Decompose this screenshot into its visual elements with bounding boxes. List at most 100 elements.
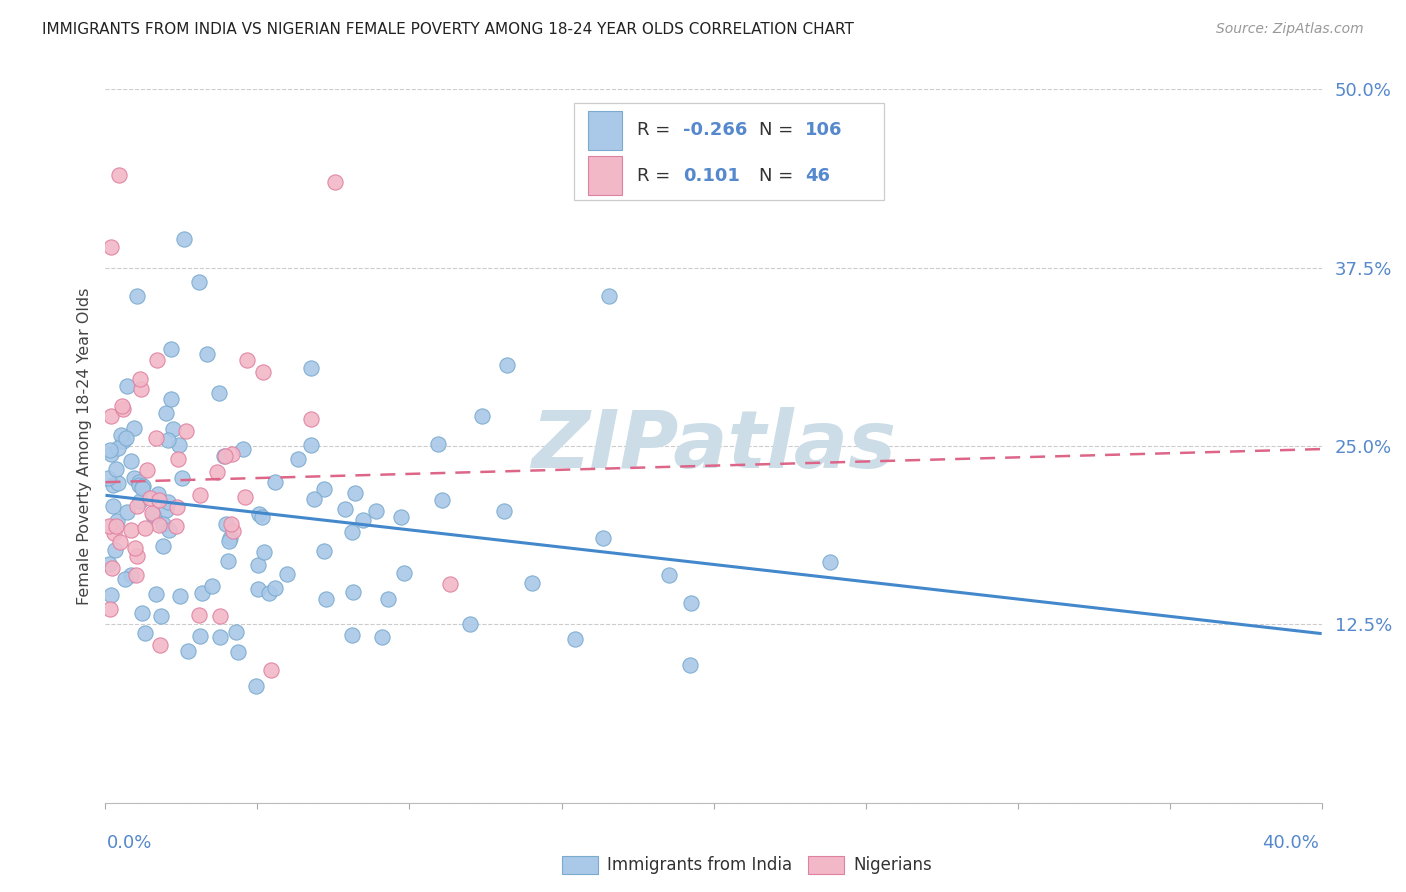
Point: [166, 500, 188, 515]
Point: [253, 545, 276, 559]
Point: [201, 579, 224, 593]
Y-axis label: Female Poverty Among 18-24 Year Olds: Female Poverty Among 18-24 Year Olds: [76, 287, 91, 605]
Point: [100, 240, 122, 254]
Point: [221, 447, 243, 461]
Point: [340, 524, 363, 539]
Point: [131, 478, 153, 492]
Point: [371, 630, 394, 644]
Point: [125, 499, 148, 513]
Point: [212, 450, 235, 464]
Point: [678, 658, 700, 673]
Text: 40.0%: 40.0%: [1263, 834, 1319, 852]
Point: [148, 487, 170, 501]
Point: [128, 372, 150, 386]
Point: [152, 516, 174, 531]
Point: [115, 378, 138, 392]
Point: [170, 471, 193, 485]
Point: [252, 365, 274, 379]
Point: [222, 524, 245, 539]
Point: [104, 542, 127, 557]
Point: [120, 567, 142, 582]
Point: [217, 554, 239, 568]
Point: [120, 454, 142, 468]
Point: [219, 517, 242, 532]
Point: [215, 517, 238, 532]
Point: [250, 510, 273, 524]
Point: [155, 406, 177, 420]
Point: [167, 438, 190, 452]
Point: [112, 401, 135, 416]
Point: [225, 625, 247, 640]
Point: [299, 412, 322, 426]
Point: [115, 505, 138, 519]
Point: [342, 584, 364, 599]
Point: [160, 392, 183, 407]
Point: [188, 607, 211, 622]
Point: [157, 523, 180, 537]
Point: [188, 629, 211, 643]
Point: [135, 462, 157, 476]
Point: [100, 560, 122, 574]
Point: [131, 606, 153, 620]
FancyBboxPatch shape: [588, 111, 623, 150]
Point: [97, 519, 120, 533]
Point: [264, 582, 287, 596]
Point: [323, 175, 346, 189]
Point: [134, 521, 156, 535]
Point: [658, 567, 681, 582]
Point: [377, 591, 399, 606]
Point: [430, 493, 453, 508]
Text: -0.266: -0.266: [683, 121, 748, 139]
Point: [156, 434, 179, 448]
Point: [105, 514, 128, 528]
FancyBboxPatch shape: [574, 103, 884, 200]
Point: [176, 424, 198, 438]
Point: [333, 501, 356, 516]
Point: [100, 446, 122, 460]
Point: [460, 616, 482, 631]
Point: [107, 476, 129, 491]
Point: [247, 507, 270, 521]
Point: [166, 451, 188, 466]
Point: [818, 555, 841, 569]
Point: [124, 568, 146, 582]
Point: [233, 490, 256, 504]
Point: [107, 442, 129, 456]
Point: [166, 518, 188, 533]
Text: ZIPatlas: ZIPatlas: [531, 407, 896, 485]
Point: [299, 438, 322, 452]
Point: [218, 533, 240, 548]
Point: [315, 592, 337, 607]
Point: [352, 512, 374, 526]
Point: [245, 679, 267, 693]
Point: [145, 431, 167, 445]
Point: [191, 586, 214, 600]
Point: [111, 434, 134, 448]
Text: Source: ZipAtlas.com: Source: ZipAtlas.com: [1216, 22, 1364, 37]
Point: [492, 504, 515, 518]
Point: [134, 626, 156, 640]
Text: IMMIGRANTS FROM INDIA VS NIGERIAN FEMALE POVERTY AMONG 18-24 YEAR OLDS CORRELATI: IMMIGRANTS FROM INDIA VS NIGERIAN FEMALE…: [42, 22, 853, 37]
Point: [247, 558, 270, 572]
Text: Immigrants from India: Immigrants from India: [607, 856, 793, 874]
Point: [110, 535, 132, 549]
Point: [195, 347, 218, 361]
Point: [169, 589, 191, 603]
Point: [232, 442, 254, 456]
Point: [439, 577, 461, 591]
Point: [263, 475, 285, 490]
FancyBboxPatch shape: [588, 156, 623, 195]
Point: [160, 342, 183, 356]
Point: [100, 589, 122, 603]
Point: [148, 492, 170, 507]
Text: N =: N =: [759, 121, 799, 139]
Point: [127, 549, 149, 564]
Point: [142, 508, 165, 523]
Point: [122, 421, 145, 435]
Text: R =: R =: [637, 121, 676, 139]
Point: [304, 492, 326, 507]
Point: [214, 449, 236, 463]
Point: [246, 582, 269, 596]
Point: [103, 477, 125, 491]
Point: [276, 566, 298, 581]
